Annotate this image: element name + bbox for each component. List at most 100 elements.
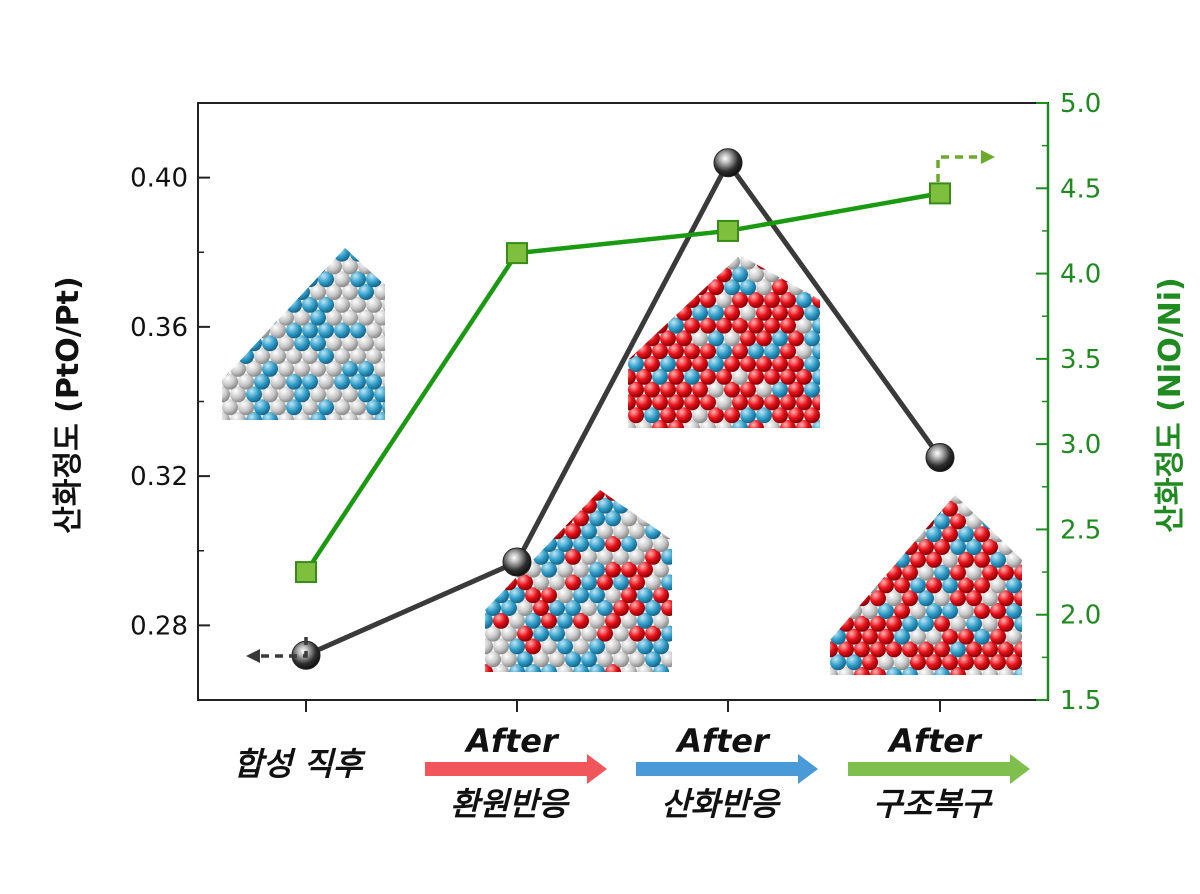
atom [653,490,669,501]
atom [636,368,652,385]
atom [668,343,684,360]
atom [756,255,772,270]
atom [974,628,990,645]
atom [958,577,974,594]
atom [854,590,870,607]
atom [286,399,302,416]
atom [358,335,374,352]
atom [700,343,716,360]
atom [501,600,517,616]
atom [246,284,262,300]
atom [621,612,637,629]
atom [950,667,966,675]
category-arrow-shaft [636,762,798,776]
left-axis-title: 산화정도 (PtO/Pt) [51,276,86,533]
atom [501,574,517,591]
atom [302,248,318,262]
atom [222,335,230,352]
atom [318,248,334,262]
atom [557,536,573,552]
atom [628,420,636,428]
atom [270,322,286,339]
atom [982,564,998,581]
atom [950,615,966,632]
atom [910,628,926,645]
atom [581,574,597,591]
atom [350,296,366,313]
atom [998,564,1014,581]
atom [262,335,278,352]
atom [788,330,804,347]
atom [628,304,644,321]
left-axis-indicator-arrow [246,637,308,663]
atom [294,335,310,352]
series-lines [304,160,943,658]
left-tick-label: 0.36 [130,313,188,343]
atom [684,420,700,428]
atom [493,664,509,672]
atom [854,667,870,675]
atom [1006,500,1022,517]
atom [270,248,286,262]
atom [573,638,589,655]
atom [629,523,645,540]
atom [838,590,854,607]
atom [982,590,998,607]
atom [222,386,230,403]
atom [573,536,589,552]
atom [302,373,318,390]
atom [310,412,326,420]
atom [581,600,597,616]
atom [1014,615,1022,632]
atom [732,394,748,411]
atom [238,248,254,262]
atom [597,651,613,668]
atom [653,561,669,578]
category-prefix-label: After [463,722,560,760]
atom [493,510,509,527]
atom [926,603,942,619]
atom [310,284,326,300]
series-point-left [713,148,743,178]
atom [958,654,974,671]
atom [334,399,350,416]
atom [804,381,820,398]
atom [533,574,549,591]
atom [926,628,942,645]
atom [493,536,509,552]
atom [838,667,854,675]
atom [740,304,756,321]
atom [708,330,724,347]
atom [966,641,982,658]
atom [254,322,270,339]
atom [830,667,838,675]
atom [493,490,509,501]
atom [812,394,820,411]
atom [772,279,788,296]
atom [589,510,605,527]
atom [294,258,310,275]
atom [886,590,902,607]
atom [990,603,1006,619]
atom [294,386,310,403]
atom [605,536,621,552]
atom [764,266,780,283]
atom [716,420,732,428]
atom [966,495,982,504]
atom [326,309,342,326]
atom [894,654,910,671]
atom [286,271,302,288]
atom [661,600,672,616]
atom [740,381,756,398]
category-arrow-head [587,754,607,784]
atom [262,258,278,275]
atom [485,664,493,672]
atom [676,381,692,398]
atom [501,625,517,642]
atom [732,368,748,385]
atom [764,292,780,308]
atom [652,317,668,334]
atom [780,292,796,308]
atom [549,548,565,565]
atom [716,394,732,411]
